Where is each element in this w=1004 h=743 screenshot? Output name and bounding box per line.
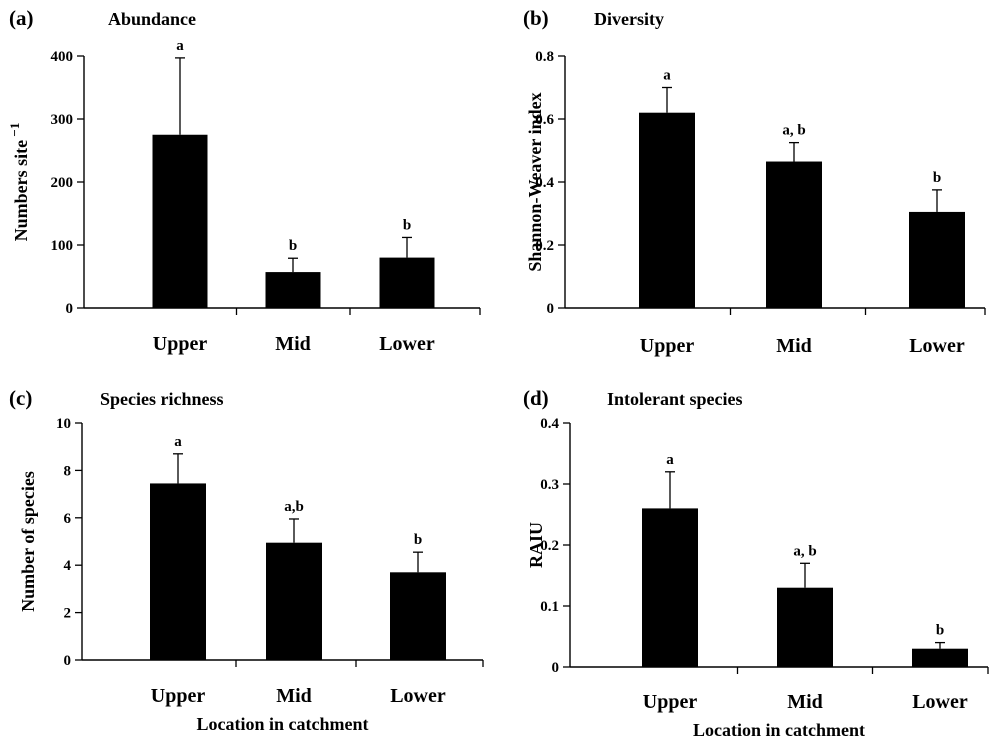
chart-title: Species richness bbox=[100, 389, 224, 409]
chart-title: Diversity bbox=[594, 9, 664, 29]
y-tick-label: 400 bbox=[51, 49, 74, 65]
panel-label: (b) bbox=[523, 6, 549, 30]
y-tick-label: 300 bbox=[51, 112, 74, 128]
y-tick-label: 0.4 bbox=[535, 175, 554, 191]
bar-upper bbox=[152, 134, 208, 308]
x-tick-label: Lower bbox=[390, 685, 446, 707]
x-tick-label: Mid bbox=[275, 333, 311, 355]
y-axis-label: RAIU bbox=[526, 522, 546, 568]
significance-label: b bbox=[289, 238, 297, 254]
panel-label: (a) bbox=[9, 6, 34, 30]
y-tick-label: 0.2 bbox=[535, 238, 554, 254]
significance-label: a, b bbox=[782, 123, 805, 139]
x-tick-label: Upper bbox=[643, 691, 698, 713]
significance-label: a bbox=[666, 452, 674, 468]
x-tick-label: Upper bbox=[153, 333, 208, 355]
chart-panel-b: (b) Diversity 0 0.2 0.4 0.6 0.8 a Upper a, b Mid b L… bbox=[523, 6, 986, 357]
significance-label: a bbox=[176, 38, 184, 54]
significance-label: b bbox=[936, 623, 944, 639]
y-tick-label: 0 bbox=[552, 660, 560, 676]
bar-lower bbox=[909, 211, 965, 308]
y-tick-label: 100 bbox=[51, 238, 74, 254]
x-tick-label: Lower bbox=[909, 335, 965, 357]
bar-lower bbox=[390, 572, 446, 660]
chart-title: Abundance bbox=[108, 9, 196, 29]
y-tick-label: 8 bbox=[64, 463, 72, 479]
y-tick-label: 0.2 bbox=[540, 538, 559, 554]
x-tick-label: Mid bbox=[276, 685, 312, 707]
significance-label: b bbox=[933, 170, 941, 186]
bar-mid bbox=[265, 272, 321, 308]
x-axis-label: Location in catchment bbox=[693, 720, 865, 740]
y-tick-label: 200 bbox=[51, 175, 74, 191]
y-tick-label: 0 bbox=[66, 301, 74, 317]
bar-lower bbox=[912, 648, 968, 667]
significance-label: a, b bbox=[793, 543, 816, 559]
panel-label: (c) bbox=[9, 386, 32, 410]
y-tick-label: 0 bbox=[547, 301, 555, 317]
chart-title: Intolerant species bbox=[607, 389, 742, 409]
y-tick-label: 0.8 bbox=[535, 49, 554, 65]
y-tick-label: 2 bbox=[64, 606, 72, 622]
chart-panel-c: (c) Species richness 0 2 4 6 8 10 a Upper a,b Mid b L… bbox=[9, 386, 484, 734]
y-tick-label: 4 bbox=[64, 558, 72, 574]
significance-label: b bbox=[414, 532, 422, 548]
bar-mid bbox=[266, 542, 322, 660]
y-tick-label: 0.4 bbox=[540, 416, 559, 432]
x-tick-label: Mid bbox=[776, 335, 812, 357]
y-tick-label: 0 bbox=[64, 653, 72, 669]
y-axis-label: Number of species bbox=[18, 471, 38, 612]
x-tick-label: Upper bbox=[151, 685, 206, 707]
bar-upper bbox=[639, 112, 695, 308]
y-axis-label: Shannon-Weaver index bbox=[525, 92, 545, 271]
x-tick-label: Upper bbox=[640, 335, 695, 357]
significance-label: a,b bbox=[284, 499, 304, 515]
x-tick-label: Mid bbox=[787, 691, 823, 713]
y-tick-label: 0.3 bbox=[540, 477, 559, 493]
chart-panel-d: (d) Intolerant species 0 0.1 0.2 0.3 0.4 a Upper… bbox=[523, 386, 989, 740]
y-tick-label: 6 bbox=[64, 511, 72, 527]
significance-label: a bbox=[174, 434, 182, 450]
bar-mid bbox=[777, 587, 833, 667]
x-axis-label: Location in catchment bbox=[197, 714, 369, 734]
y-tick-label: 0.1 bbox=[540, 599, 559, 615]
panel-label: (d) bbox=[523, 386, 549, 410]
bar-upper bbox=[150, 483, 206, 660]
bar-upper bbox=[642, 508, 698, 667]
bar-lower bbox=[379, 257, 435, 308]
bar-mid bbox=[766, 161, 822, 308]
significance-label: a bbox=[663, 68, 671, 84]
y-axis-label: Numbers site −1 bbox=[7, 123, 31, 242]
x-tick-label: Lower bbox=[379, 333, 435, 355]
x-tick-label: Lower bbox=[912, 691, 968, 713]
y-tick-label: 10 bbox=[56, 416, 71, 432]
y-tick-label: 0.6 bbox=[535, 112, 554, 128]
chart-panel-a: (a) Abundance 0 100 200 300 400 a Upper b Mid b Lowe… bbox=[7, 6, 481, 355]
significance-label: b bbox=[403, 217, 411, 233]
